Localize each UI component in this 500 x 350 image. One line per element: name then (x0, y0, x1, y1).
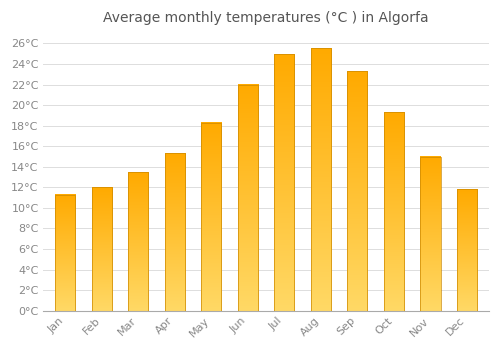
Bar (165, 153, 185, 310)
Bar (92, 187, 112, 310)
Bar (420, 156, 440, 310)
Bar (238, 85, 258, 310)
Bar (202, 122, 222, 310)
Bar (311, 48, 331, 310)
Title: Average monthly temperatures (°C ) in Algorfa: Average monthly temperatures (°C ) in Al… (104, 11, 429, 25)
Bar (128, 172, 148, 310)
Bar (56, 195, 76, 310)
Bar (348, 71, 368, 310)
Bar (457, 189, 477, 310)
Bar (384, 112, 404, 310)
Bar (274, 54, 294, 310)
